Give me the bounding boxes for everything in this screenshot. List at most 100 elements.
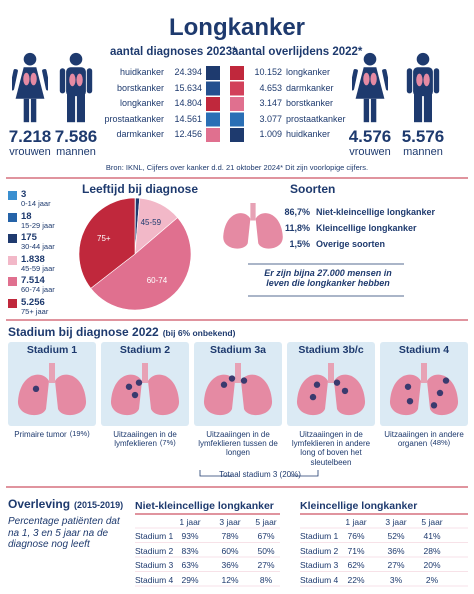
table-title: Kleincellige longkanker bbox=[300, 500, 418, 512]
type-name: Kleincellige longkanker bbox=[316, 223, 417, 233]
table-cell: 76% bbox=[347, 531, 365, 541]
woman-icon bbox=[12, 52, 48, 123]
table-cell: 29% bbox=[181, 574, 199, 585]
caption-text: Primaire tumor bbox=[14, 430, 67, 439]
figure-value: 7.586 bbox=[54, 127, 98, 146]
caption-text: Uitzaaiingen in de lymfeklieren bbox=[113, 430, 177, 449]
cancer-name: prostaatkanker bbox=[286, 113, 346, 124]
column-header: 1 jaar bbox=[179, 517, 201, 527]
column-header: 5 jaar bbox=[255, 517, 277, 527]
color-block bbox=[230, 97, 244, 111]
row-label: Stadium 1 bbox=[135, 531, 174, 541]
column-header: 1 jaar bbox=[345, 517, 367, 527]
table-cell: 12% bbox=[221, 574, 239, 585]
legend-value: 18 bbox=[21, 210, 32, 222]
table-cell: 3% bbox=[389, 574, 403, 585]
stage-total: Totaal stadium 3 (20%) bbox=[219, 470, 301, 479]
color-block bbox=[230, 81, 244, 96]
caption-text: Uitzaaiingen in de lymfeklieren tussen d… bbox=[198, 430, 278, 458]
section-subtitle: (bij 6% onbekend) bbox=[162, 328, 236, 338]
cancer-count: 3.077 bbox=[259, 113, 282, 124]
tumor-dot bbox=[404, 383, 412, 390]
tumor-dot bbox=[442, 377, 450, 384]
cancer-name: borstkanker bbox=[286, 98, 334, 108]
cancer-name: darmkanker bbox=[116, 129, 164, 139]
legend-label: 60-74 jaar bbox=[21, 285, 55, 294]
table-cell: 22% bbox=[347, 574, 365, 585]
color-block bbox=[230, 112, 244, 127]
tumor-dot bbox=[220, 381, 228, 388]
table-cell: 83% bbox=[181, 545, 199, 556]
stage-name: Stadium 1 bbox=[26, 344, 78, 356]
pie-slice bbox=[78, 197, 136, 289]
tumor-dot bbox=[228, 375, 236, 382]
table-cell: 93% bbox=[181, 531, 199, 541]
row-label: Stadium 3 bbox=[300, 560, 339, 570]
cancer-name: longkanker bbox=[119, 98, 164, 108]
cancer-name: huidkanker bbox=[286, 129, 331, 139]
tumor-dot bbox=[32, 385, 40, 393]
tumor-dot bbox=[240, 377, 248, 384]
stage-caption: Uitzaaiingen in andere organen (48%) bbox=[378, 430, 470, 448]
color-block bbox=[206, 81, 220, 96]
table-cell: 27% bbox=[257, 560, 275, 570]
cancer-count: 1.009 bbox=[259, 129, 282, 139]
table-cell: 60% bbox=[221, 545, 239, 556]
type-name: Overige soorten bbox=[316, 239, 386, 249]
cancer-count: 14.804 bbox=[174, 98, 202, 108]
table-cell: 8% bbox=[259, 574, 273, 585]
color-block bbox=[206, 128, 220, 142]
color-block bbox=[206, 66, 220, 80]
stage-caption: Uitzaaiingen in de lymfeklieren in ander… bbox=[285, 430, 377, 467]
color-block bbox=[230, 128, 244, 142]
table-cell: 78% bbox=[221, 531, 239, 541]
caption-text: Uitzaaiingen in andere organen bbox=[384, 430, 464, 449]
tumor-dot bbox=[131, 391, 139, 399]
legend-value: 175 bbox=[21, 232, 37, 243]
stage-share: (19%) bbox=[69, 429, 90, 438]
table-cell: 63% bbox=[181, 560, 199, 570]
type-share: 11,8% bbox=[284, 223, 310, 233]
row-label: Stadium 2 bbox=[135, 545, 174, 556]
table-cell: 50% bbox=[257, 545, 275, 556]
row-label: Stadium 3 bbox=[135, 560, 174, 570]
slice-label: 60-74 bbox=[146, 275, 168, 285]
description: Percentage patiënten dat na 1, 3 en 5 ja… bbox=[8, 516, 120, 550]
man-icon bbox=[59, 52, 93, 123]
table-cell: 28% bbox=[423, 545, 441, 556]
stage-name: Stadium 2 bbox=[119, 344, 171, 356]
section-title: Overleving (2015-2019) bbox=[8, 497, 124, 511]
cancer-count: 3.147 bbox=[259, 98, 282, 108]
table-cell: 36% bbox=[221, 560, 239, 570]
table-cell: 27% bbox=[387, 560, 405, 570]
tumor-dot bbox=[436, 389, 444, 397]
type-share: 86,7% bbox=[284, 207, 310, 217]
tumor-dot bbox=[125, 383, 133, 390]
section-title: Stadium bij diagnose 2022 (bij 6% onbeken… bbox=[8, 325, 236, 339]
figure-label: mannen bbox=[403, 146, 443, 158]
legend-label: 75+ jaar bbox=[21, 306, 49, 316]
stage-share: (7%) bbox=[159, 438, 176, 448]
tumor-dot bbox=[309, 393, 317, 401]
bracket bbox=[199, 470, 319, 477]
table-cell: 62% bbox=[347, 560, 365, 570]
cancer-name: prostaatkanker bbox=[104, 113, 164, 124]
man-icon bbox=[406, 52, 440, 123]
legend-value: 7.514 bbox=[21, 275, 45, 286]
color-block bbox=[206, 112, 220, 127]
row-label: Stadium 2 bbox=[300, 545, 339, 556]
figure-value: 4.576 bbox=[348, 127, 392, 146]
legend-value: 5.256 bbox=[21, 296, 45, 308]
color-block bbox=[230, 66, 244, 80]
note: Er zijn bijna 27.000 mensen in leven die… bbox=[264, 268, 392, 289]
tumor-dot bbox=[341, 387, 349, 395]
cancer-name: huidkanker bbox=[119, 67, 164, 77]
legend-swatch bbox=[8, 298, 17, 308]
stage-caption: Uitzaaiingen in de lymfeklieren (7%) bbox=[99, 430, 191, 448]
legend-label: 0-14 jaar bbox=[21, 199, 51, 208]
table-cell: 52% bbox=[387, 531, 405, 541]
source: Bron: IKNL, Cijfers over kanker d.d. 21 … bbox=[105, 163, 369, 172]
chart-title: Leeftijd bij diagnose bbox=[81, 182, 198, 196]
type-name: Niet-kleincellige longkanker bbox=[316, 207, 436, 217]
